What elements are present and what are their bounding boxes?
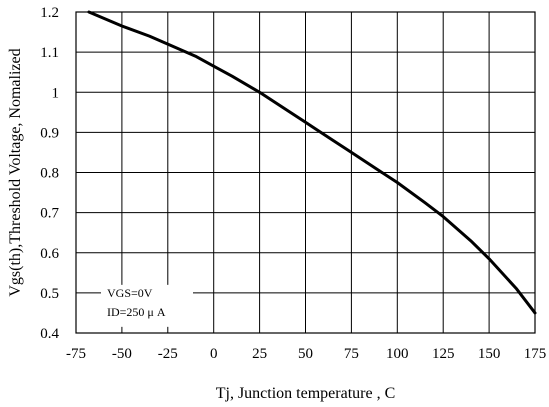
tick-labels: -75 -50 -25 0 25 50 75 100 125 150 175 0.4 0.5 0.6 0.7… [40,5,546,362]
plot-frame [75,11,536,334]
x-tick-label: 100 [386,346,409,362]
y-tick-label: 0.7 [40,206,59,222]
x-tick-label: -50 [112,346,132,362]
annotation-vgs: VGS=0V [107,286,153,300]
y-axis-title: Vgs(th),Threshold Voltage, Nomalized [7,48,24,296]
annotation-box: VGS=0V ID=250 μ A [101,284,193,327]
x-tick-label: 25 [252,346,267,362]
x-tick-label: 150 [478,346,501,362]
x-tick-label: 50 [298,346,313,362]
x-tick-label: -75 [66,346,86,362]
x-tick-label: 125 [432,346,455,362]
threshold-voltage-line [87,10,537,315]
y-tick-label: 1 [52,85,60,101]
y-tick-label: 0.6 [40,246,59,262]
x-tick-label: 75 [344,346,359,362]
y-tick-label: 1.2 [40,5,59,21]
y-tick-label: 0.8 [40,166,59,182]
x-axis-title: Tj, Junction temperature , C [216,385,396,402]
x-tick-label: 0 [210,346,218,362]
series-layer [87,10,537,315]
x-tick-label: -25 [158,346,178,362]
y-tick-label: 0.5 [40,286,59,302]
x-tick-label: 175 [524,346,547,362]
y-tick-label: 1.1 [40,45,59,61]
y-tick-label: 0.9 [40,125,59,141]
axes [75,11,536,334]
annotation-id: ID=250 μ A [107,305,166,319]
y-tick-label: 0.4 [40,326,59,342]
